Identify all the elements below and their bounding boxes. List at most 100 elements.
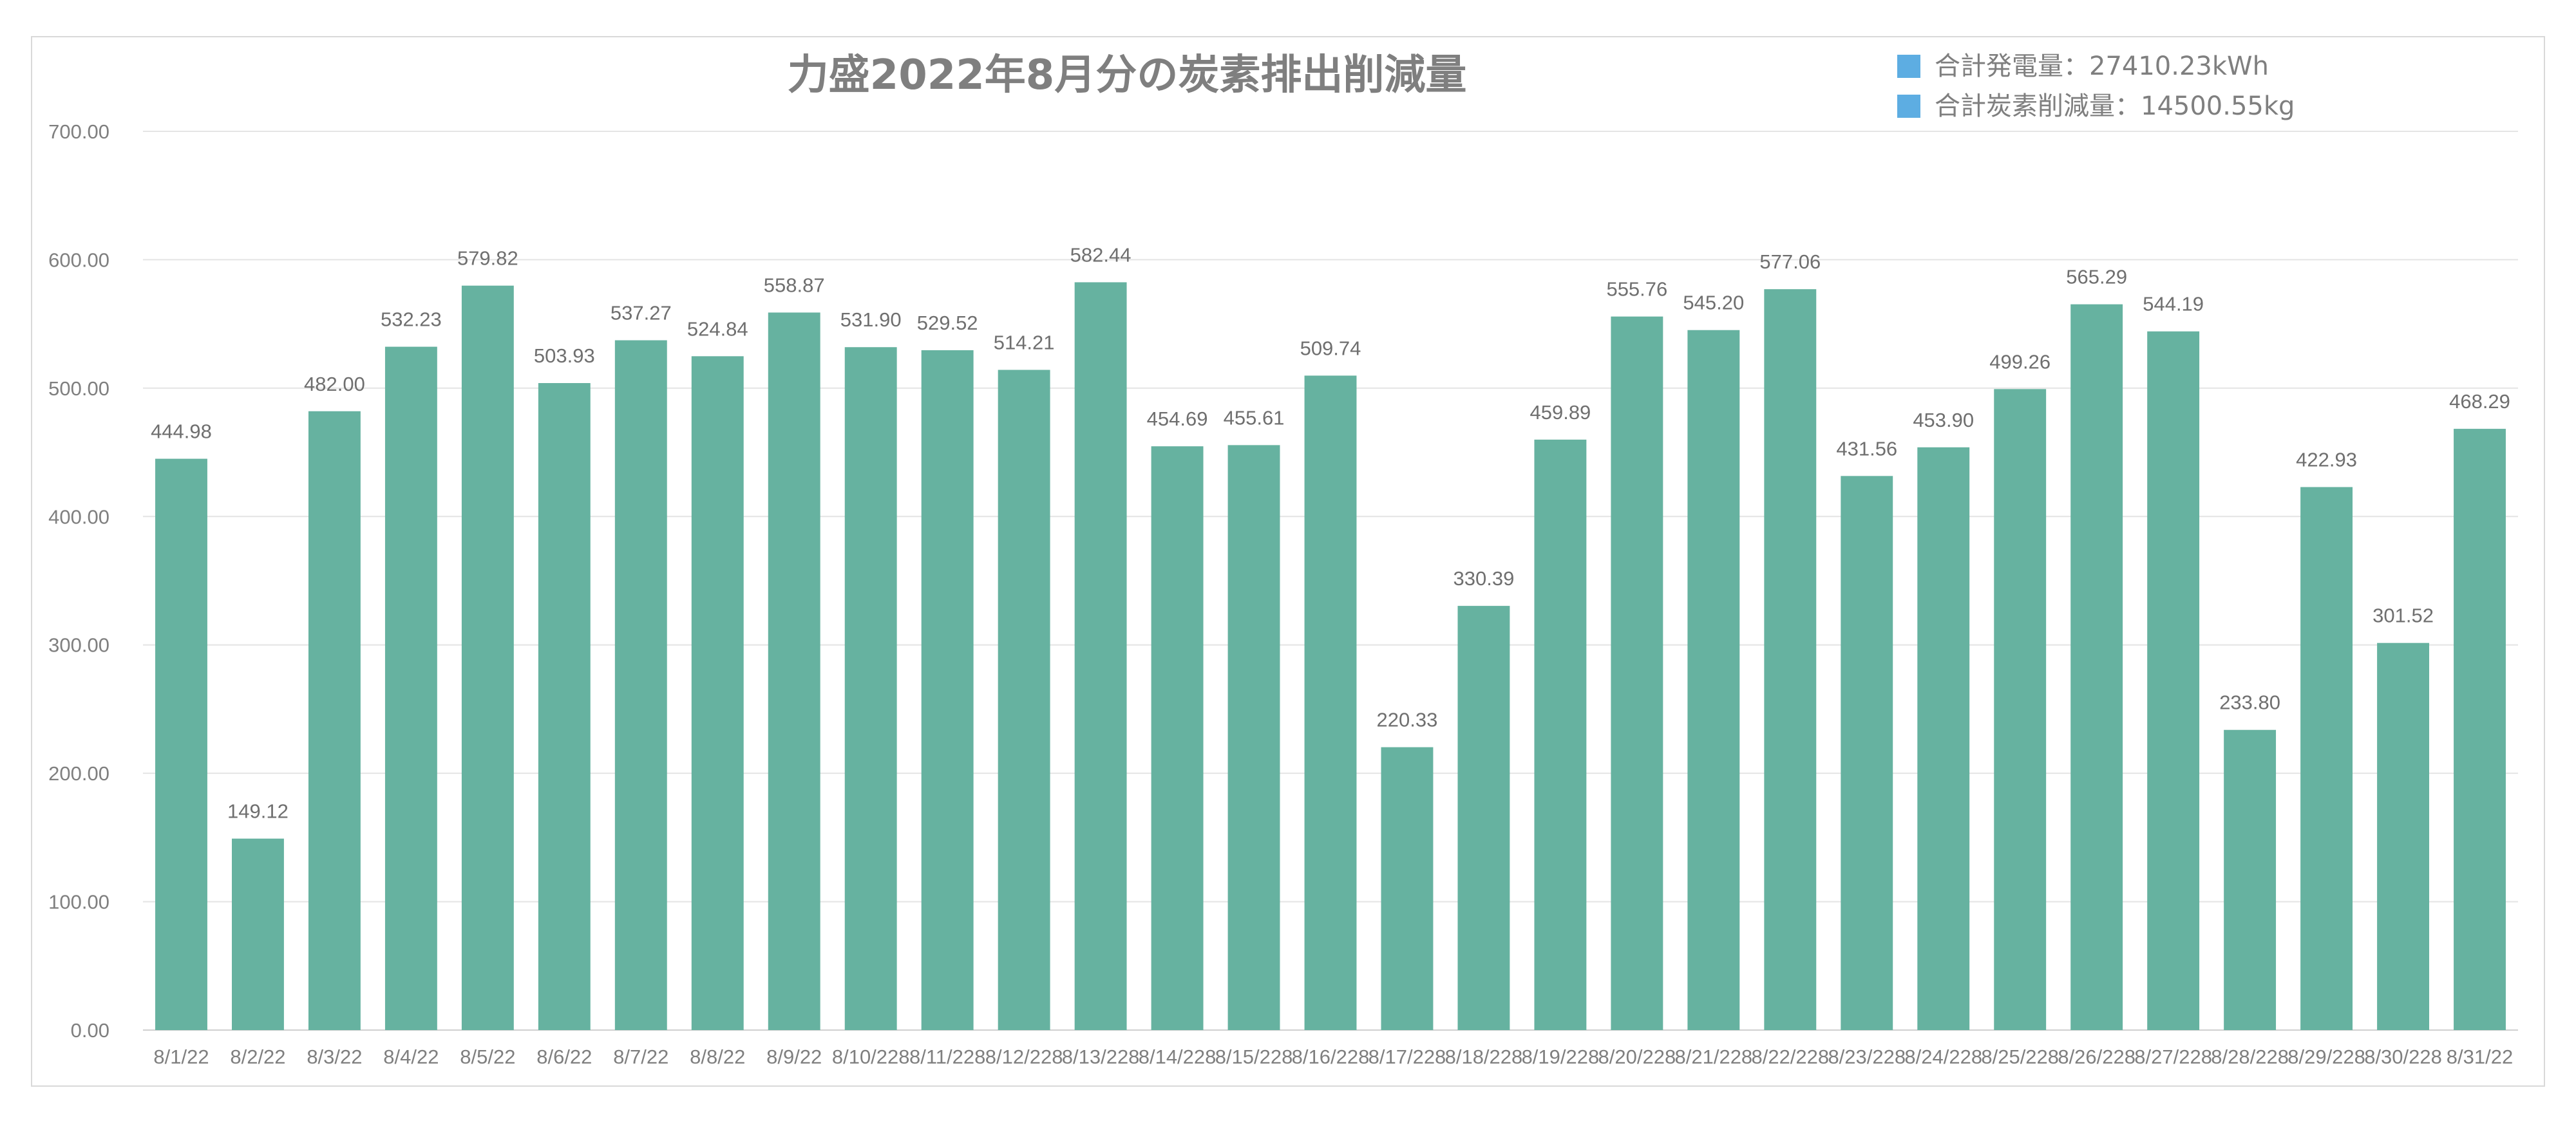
- bar-chart: 力盛2022年8月分の炭素排出削減量 合計発電量：27410.23kWh 合計炭…: [48, 52, 2518, 1068]
- data-label: 149.12: [227, 800, 289, 823]
- bar: [538, 383, 591, 1030]
- bar: [1457, 606, 1510, 1030]
- data-label: 454.69: [1147, 408, 1208, 430]
- x-tick-label: 8/28/228: [2211, 1046, 2289, 1068]
- data-label: 468.29: [2449, 390, 2510, 413]
- bar: [308, 411, 361, 1030]
- data-label: 233.80: [2219, 691, 2280, 714]
- bar: [1151, 446, 1204, 1030]
- data-label: 499.26: [1989, 350, 2050, 373]
- bar: [2300, 487, 2353, 1030]
- bar: [232, 838, 284, 1030]
- data-label: 544.19: [2143, 293, 2204, 315]
- chart-frame: 力盛2022年8月分の炭素排出削減量 合計発電量：27410.23kWh 合計炭…: [31, 36, 2545, 1087]
- data-label: 565.29: [2066, 266, 2127, 288]
- x-tick-label: 8/14/228: [1139, 1046, 1217, 1068]
- data-label: 509.74: [1300, 337, 1361, 359]
- x-tick-label: 8/3/22: [307, 1046, 362, 1068]
- data-label: 422.93: [2296, 449, 2357, 471]
- bar: [691, 356, 744, 1030]
- bar: [1841, 476, 1893, 1030]
- y-tick-label: 700.00: [48, 120, 109, 143]
- data-label: 579.82: [457, 247, 518, 270]
- x-tick-label: 8/11/228: [909, 1046, 985, 1068]
- bar: [921, 350, 974, 1030]
- x-tick-label: 8/16/228: [1292, 1046, 1370, 1068]
- bar: [2147, 331, 2200, 1030]
- bar: [1611, 316, 1663, 1030]
- data-label: 431.56: [1836, 437, 1897, 460]
- bar: [998, 370, 1050, 1031]
- x-tick-label: 8/7/22: [613, 1046, 668, 1068]
- data-label: 524.84: [687, 317, 748, 340]
- bar: [844, 347, 897, 1030]
- legend-swatch-carbon: [1897, 95, 1920, 118]
- data-label: 459.89: [1530, 401, 1591, 424]
- bar: [1687, 330, 1740, 1030]
- x-tick-label: 8/19/228: [1522, 1046, 1600, 1068]
- data-label: 220.33: [1377, 709, 1438, 731]
- bar: [2454, 429, 2506, 1030]
- data-label: 582.44: [1070, 243, 1132, 266]
- y-tick-label: 200.00: [48, 762, 109, 785]
- bar: [2377, 643, 2429, 1030]
- data-label: 529.52: [917, 312, 978, 334]
- bar: [1917, 447, 1970, 1030]
- data-label: 503.93: [534, 344, 595, 367]
- bar: [614, 340, 667, 1030]
- y-tick-label: 500.00: [48, 377, 109, 400]
- data-label: 453.90: [1913, 409, 1974, 431]
- y-tick-label: 0.00: [71, 1019, 109, 1042]
- x-tick-label: 8/4/22: [383, 1046, 439, 1068]
- bar: [1074, 282, 1127, 1030]
- x-tick-label: 8/15/228: [1215, 1046, 1293, 1068]
- y-tick-label: 300.00: [48, 634, 109, 657]
- bar: [2224, 729, 2277, 1030]
- x-tick-label: 8/17/228: [1368, 1046, 1446, 1068]
- x-tick-label: 8/21/228: [1675, 1046, 1753, 1068]
- legend-swatch-power: [1897, 55, 1920, 78]
- x-tick-label: 8/26/228: [2058, 1046, 2136, 1068]
- x-tick-label: 8/2/22: [230, 1046, 285, 1068]
- bar: [2070, 304, 2123, 1030]
- legend: 合計発電量：27410.23kWh 合計炭素削減量：14500.55kg: [1897, 52, 2295, 121]
- data-label: 545.20: [1683, 292, 1744, 314]
- x-tick-label: 8/8/22: [690, 1046, 745, 1068]
- bar: [1764, 289, 1817, 1030]
- legend-label-carbon: 合計炭素削減量：14500.55kg: [1935, 91, 2295, 121]
- x-tick-label: 8/20/228: [1598, 1046, 1676, 1068]
- x-tick-label: 8/6/22: [536, 1046, 592, 1068]
- bar: [1994, 389, 2047, 1030]
- data-label: 555.76: [1606, 278, 1667, 301]
- data-label: 577.06: [1759, 250, 1821, 273]
- x-tick-label: 8/9/22: [766, 1046, 822, 1068]
- x-tick-label: 8/29/228: [2287, 1046, 2365, 1068]
- data-label: 455.61: [1224, 406, 1285, 429]
- y-tick-label: 600.00: [48, 249, 109, 271]
- data-label: 301.52: [2372, 605, 2434, 627]
- bars: [155, 282, 2506, 1031]
- chart-title: 力盛2022年8月分の炭素排出削減量: [788, 52, 1467, 99]
- x-tick-label: 8/12/228: [985, 1046, 1063, 1068]
- y-tick-label: 100.00: [48, 891, 109, 914]
- bar: [384, 346, 437, 1030]
- data-label: 532.23: [381, 308, 442, 331]
- legend-label-power: 合計発電量：27410.23kWh: [1935, 52, 2269, 81]
- x-tick-label: 8/5/22: [460, 1046, 515, 1068]
- x-tick-label: 8/18/228: [1445, 1046, 1523, 1068]
- bar: [1534, 439, 1587, 1030]
- data-label: 330.39: [1454, 567, 1515, 590]
- data-label: 444.98: [151, 420, 212, 443]
- bar: [768, 312, 820, 1030]
- x-tick-label: 8/13/228: [1062, 1046, 1140, 1068]
- bar: [1381, 747, 1434, 1030]
- data-label: 514.21: [994, 332, 1055, 354]
- x-tick-label: 8/23/228: [1828, 1046, 1906, 1068]
- y-tick-label: 400.00: [48, 505, 109, 528]
- x-tick-label: 8/30/228: [2364, 1046, 2442, 1068]
- data-label: 537.27: [611, 302, 672, 324]
- x-tick-label: 8/24/228: [1904, 1046, 1982, 1068]
- data-labels: 444.98 149.12 482.00 532.23 579.82 503.93 537.…: [151, 243, 2510, 822]
- data-label: 482.00: [304, 373, 365, 395]
- x-tick-label: 8/10/228: [832, 1046, 910, 1068]
